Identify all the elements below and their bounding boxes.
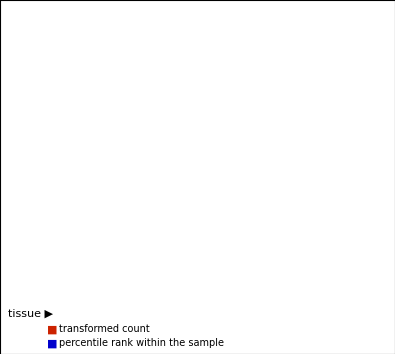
Bar — [290, 118, 306, 266]
Bar — [88, 266, 126, 344]
Bar — [165, 266, 202, 344]
Bar — [241, 266, 278, 344]
Bar — [137, 260, 153, 266]
Text: transformed count: transformed count — [59, 324, 150, 334]
Bar — [176, 154, 191, 266]
Bar — [214, 157, 229, 266]
Bar — [99, 160, 115, 266]
Bar — [203, 266, 240, 344]
Title: GDS3625 / 1382985_at: GDS3625 / 1382985_at — [114, 25, 291, 41]
Text: atrium: atrium — [105, 284, 147, 297]
Text: tissue ▶: tissue ▶ — [8, 308, 53, 318]
Text: ■: ■ — [47, 338, 58, 348]
Bar — [50, 266, 87, 344]
Bar — [61, 140, 76, 266]
Text: ventricle: ventricle — [252, 284, 307, 297]
Bar — [329, 53, 344, 266]
Text: ■: ■ — [47, 324, 58, 334]
Bar — [279, 266, 317, 344]
Bar — [202, 266, 356, 315]
Bar — [318, 266, 355, 344]
Bar — [252, 151, 267, 266]
Text: percentile rank within the sample: percentile rank within the sample — [59, 338, 224, 348]
Bar — [126, 266, 164, 344]
Bar — [49, 266, 202, 315]
